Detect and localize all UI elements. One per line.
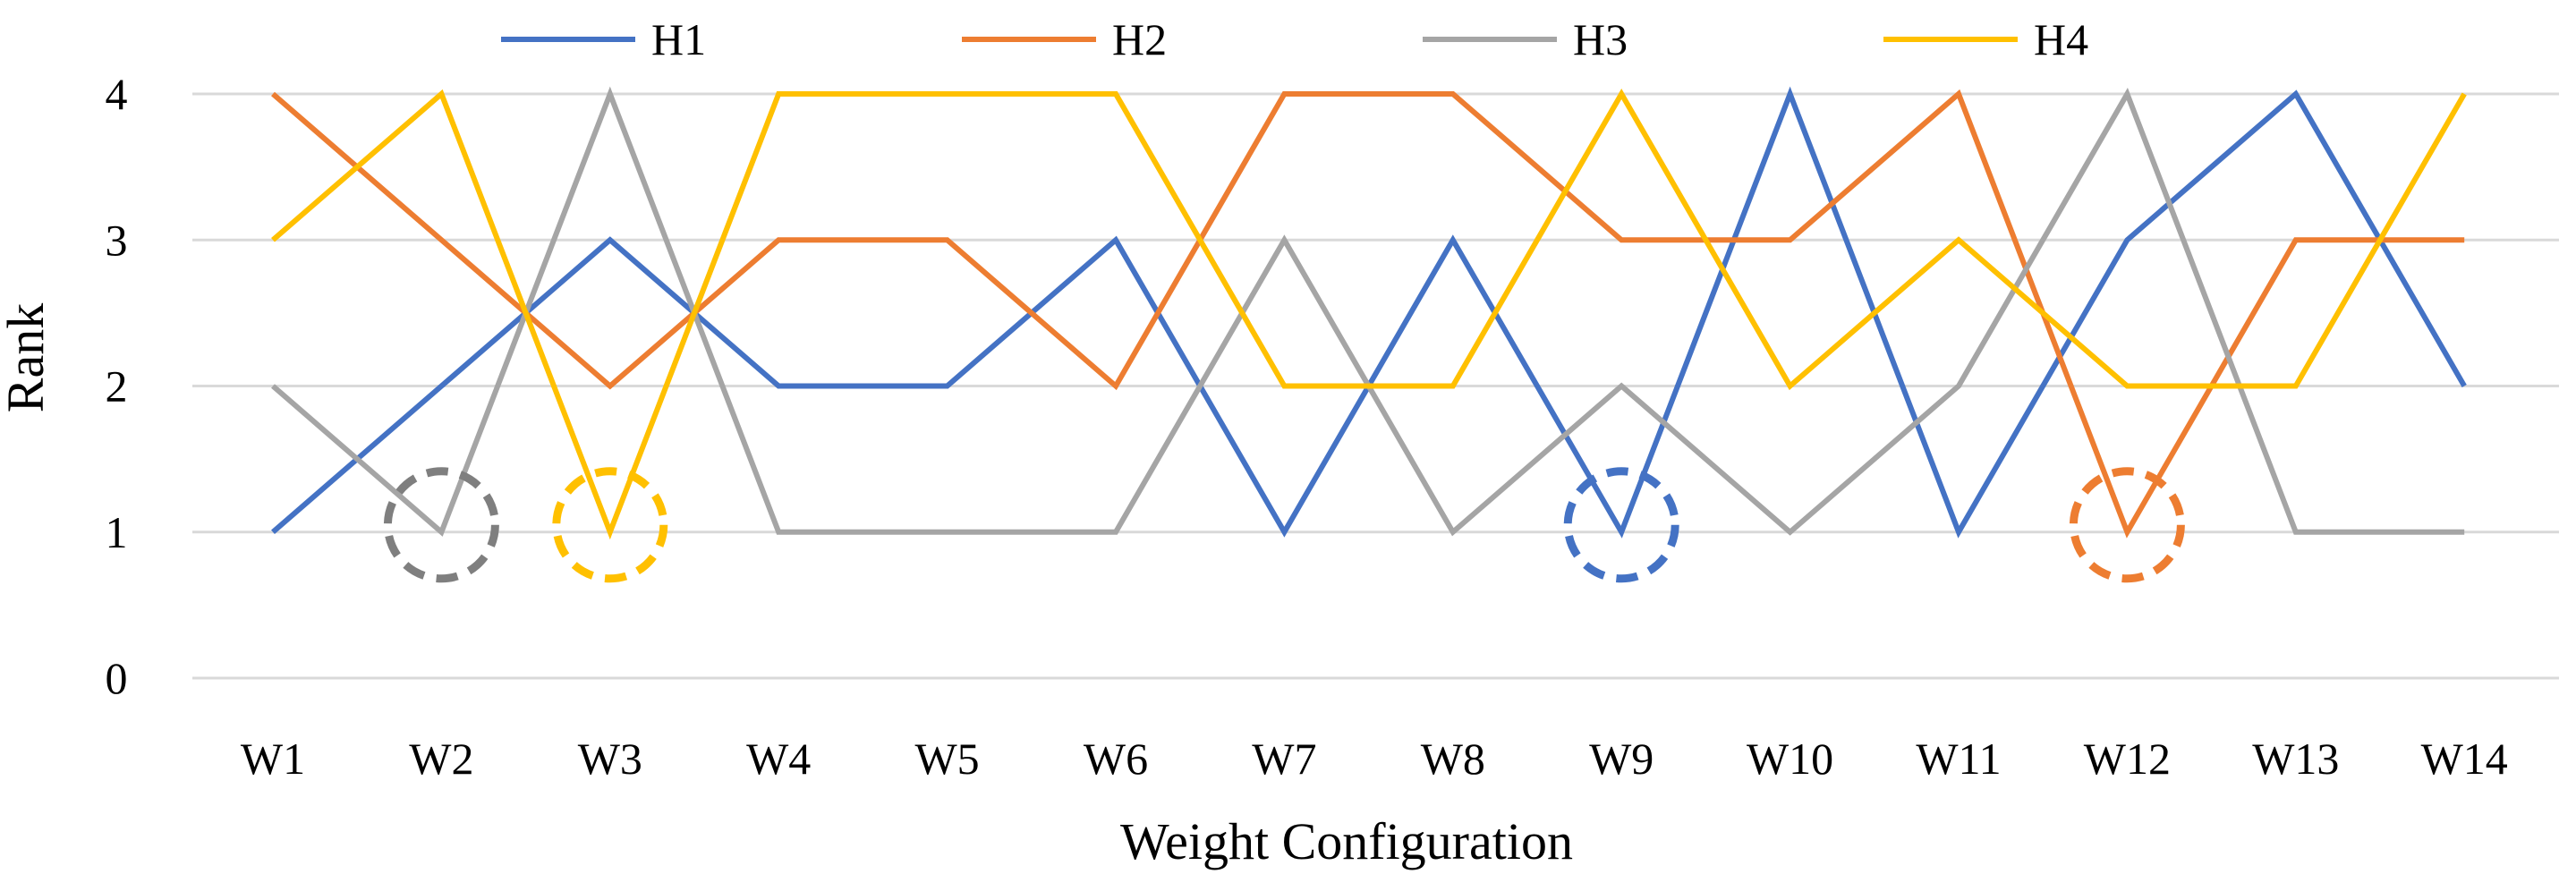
x-tick-label: W7 [1252,734,1316,784]
y-tick-label: 0 [106,653,128,703]
x-tick-label: W12 [2084,734,2171,784]
x-tick-label: W11 [1916,734,2001,784]
y-axis-ticks: 0 1 2 3 4 [106,69,128,703]
series-line-h1 [271,86,2467,539]
x-tick-label: W8 [1421,734,1485,784]
highlight-circle-h3 [383,467,499,583]
series-line-h3 [271,86,2465,537]
x-tick-label: W10 [1747,734,1833,784]
highlight-circle-h2 [2069,467,2185,583]
x-tick-label: W2 [409,734,473,784]
series-line-h4 [271,88,2467,540]
x-tick-label: W13 [2252,734,2339,784]
legend: H1 H2 H3 H4 [501,14,2088,64]
y-axis-title: Rank [0,303,55,412]
series-line-h2 [271,89,2465,539]
x-axis-title: Weight Configuration [1120,812,1573,870]
highlight-circle-h4 [552,467,668,583]
highlight-circles [383,467,2185,583]
x-tick-label: W14 [2421,734,2508,784]
series-lines [271,86,2467,540]
y-tick-label: 3 [106,215,128,265]
y-tick-label: 4 [106,69,128,119]
x-tick-label: W3 [578,734,642,784]
x-tick-label: W6 [1084,734,1148,784]
x-axis-ticks: W1 W2 W3 W4 W5 W6 W7 W8 W9 W10 W11 W12 W13 W14 [241,734,2508,784]
x-tick-label: W5 [914,734,979,784]
x-tick-label: W1 [241,734,305,784]
x-tick-label: W4 [746,734,811,784]
y-tick-label: 1 [106,507,128,557]
legend-label-h2: H2 [1112,14,1167,64]
legend-label-h1: H1 [651,14,706,64]
x-tick-label: W9 [1589,734,1654,784]
legend-label-h4: H4 [2034,14,2088,64]
y-tick-label: 2 [106,361,128,412]
legend-label-h3: H3 [1573,14,1628,64]
highlight-circle-h1 [1563,467,1679,583]
